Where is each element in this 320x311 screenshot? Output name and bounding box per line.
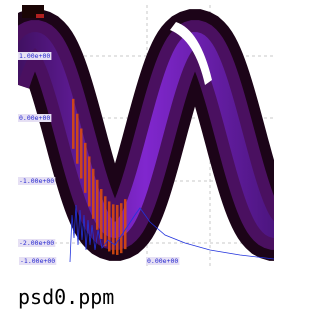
hot-bar bbox=[120, 203, 123, 253]
page: 1.00e+00 0.00e+00 -1.00e+00 -2.00e+00 -1.00e… bbox=[0, 0, 274, 311]
hot-bar bbox=[116, 205, 119, 255]
hot-bar bbox=[124, 199, 127, 249]
hot-bar bbox=[88, 156, 91, 206]
hot-bar bbox=[100, 189, 103, 239]
tick-label: -2.00e+00 bbox=[19, 239, 54, 247]
hot-bar bbox=[76, 114, 79, 164]
hot-bar bbox=[80, 129, 83, 179]
hot-bar bbox=[92, 169, 95, 219]
hot-bar bbox=[96, 180, 99, 230]
hot-bar bbox=[112, 204, 115, 254]
hot-bar bbox=[108, 201, 111, 251]
tick-label: -1.00e+00 bbox=[19, 177, 54, 185]
corner-block-accent bbox=[36, 14, 44, 18]
tick-label: 1.00e+00 bbox=[19, 52, 50, 60]
hot-bar bbox=[72, 99, 75, 149]
hot-bar bbox=[104, 196, 107, 246]
tick-label: -1.00e+00 bbox=[20, 257, 55, 265]
hot-bar bbox=[84, 143, 87, 193]
tick-label: 0.00e+00 bbox=[19, 114, 50, 122]
tick-label: 0.00e+00 bbox=[147, 257, 178, 265]
thumbnail: 1.00e+00 0.00e+00 -1.00e+00 -2.00e+00 -1.00e… bbox=[0, 0, 274, 311]
caption: psd0.ppm bbox=[18, 285, 114, 309]
